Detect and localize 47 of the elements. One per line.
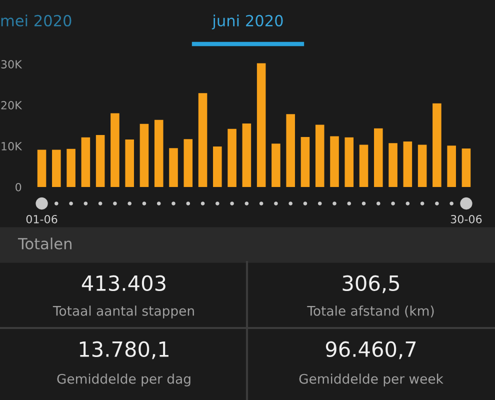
bar <box>140 124 149 187</box>
text: Gemiddelde per week <box>299 374 444 386</box>
y-tick-label: 0 <box>16 182 22 192</box>
chart-subtitle: mei 2020 <box>1 14 72 26</box>
text: 13.780,1 <box>80 341 168 360</box>
text: 306,5 <box>342 275 399 294</box>
chart-title: juni 2020 <box>212 14 283 30</box>
text: Totaal aantal stappen <box>52 306 194 318</box>
bar <box>462 148 471 187</box>
bar <box>213 146 222 187</box>
bar <box>359 144 368 187</box>
bar <box>344 137 354 187</box>
bar <box>374 128 383 187</box>
text: Totalen <box>18 238 72 250</box>
bar <box>272 144 280 187</box>
x-tick-label: 30-06 <box>450 214 482 224</box>
bar <box>447 146 456 187</box>
y-tick-label: 10K <box>2 142 22 150</box>
bar <box>242 124 252 187</box>
bar <box>198 93 208 187</box>
bar <box>96 134 105 187</box>
bar <box>330 136 339 187</box>
bar <box>418 144 427 187</box>
bar <box>286 114 295 187</box>
text: 96.460,7 <box>326 341 416 360</box>
bar <box>403 142 412 187</box>
bar <box>52 150 61 187</box>
text: 413.403 <box>82 275 166 292</box>
text: Gemiddelde per dag <box>57 374 190 386</box>
bar <box>300 137 310 187</box>
bar <box>169 148 178 187</box>
bar <box>81 137 90 187</box>
bar <box>315 124 324 187</box>
bar <box>256 63 266 187</box>
bar <box>184 139 193 187</box>
bar <box>388 143 398 187</box>
bar <box>110 113 120 187</box>
bar <box>37 150 46 187</box>
bar <box>125 139 134 187</box>
bar <box>154 120 164 187</box>
bar <box>228 128 236 187</box>
y-tick-label: 30K <box>1 60 22 68</box>
x-tick-label: 01-06 <box>26 214 58 224</box>
text: Totale afstand (km) <box>307 306 434 318</box>
bar <box>66 148 76 187</box>
bar <box>432 103 442 187</box>
y-tick-label: 20K <box>1 101 22 110</box>
